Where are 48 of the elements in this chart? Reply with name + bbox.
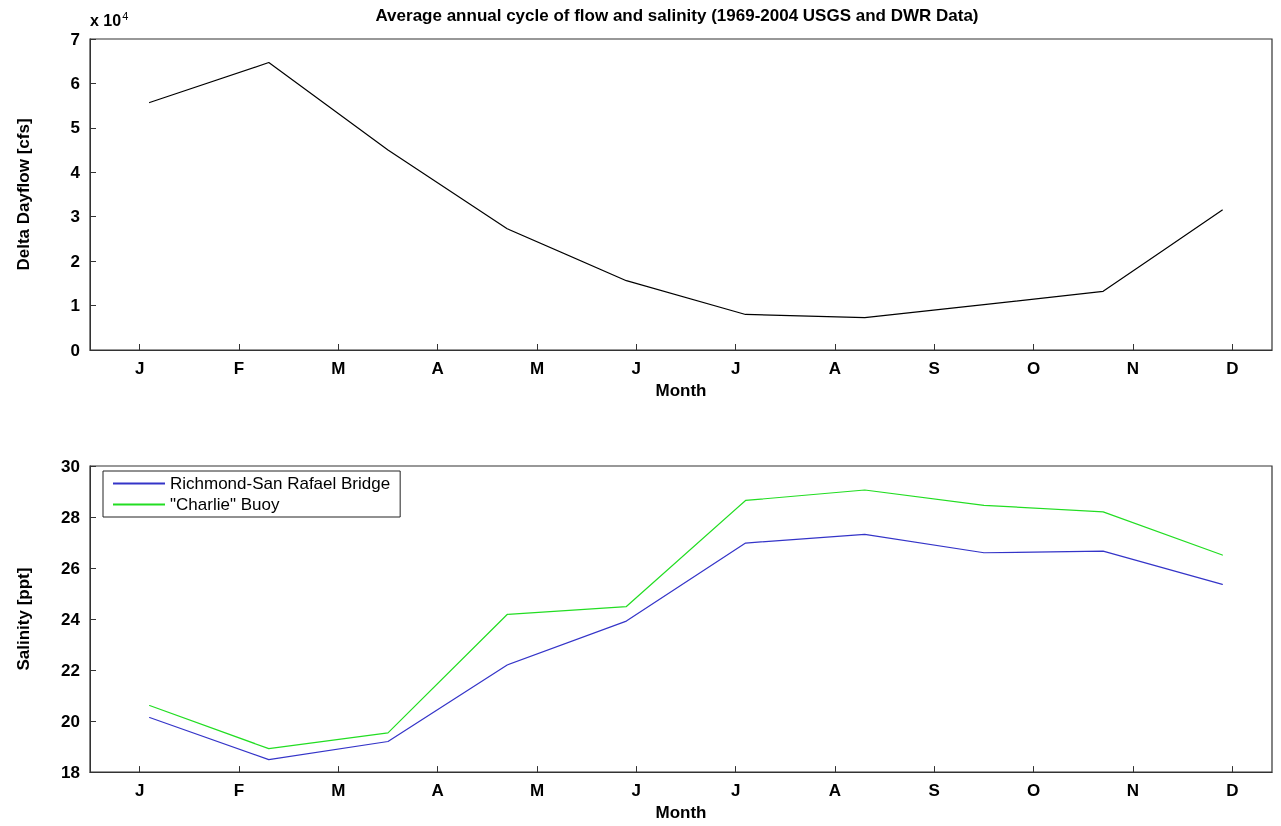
y-tick-label: 30: [61, 456, 80, 476]
x-tick-label: M: [331, 359, 346, 378]
y-tick-label: 22: [61, 660, 80, 680]
x-tick-label: M: [529, 781, 545, 801]
x-tick-label: J: [134, 359, 145, 378]
x-tick-label: M: [331, 781, 346, 801]
y-tick-label: 2: [70, 251, 80, 271]
x-tick-label: J: [134, 781, 145, 801]
x-tick-label: S: [928, 781, 940, 801]
y-tick-label: 26: [61, 558, 80, 578]
y-tick-label: 18: [61, 762, 80, 782]
x-tick-label: F: [233, 781, 245, 801]
x-tick-label: J: [730, 359, 741, 378]
x-tick-label: N: [1126, 781, 1140, 801]
x-tick-label: A: [431, 781, 444, 801]
y-axis-title: Delta Dayflow [cfs]: [14, 118, 33, 271]
x-tick-label: N: [1126, 359, 1140, 378]
x-tick-label: O: [1027, 359, 1041, 378]
x-tick-label: S: [928, 359, 940, 378]
x-tick-label: A: [828, 781, 842, 801]
y-tick-label: 1: [70, 296, 80, 316]
x-tick-label: J: [631, 781, 642, 801]
y-tick-label: 20: [61, 711, 80, 731]
y-tick-label: 24: [61, 609, 81, 629]
y-tick-label: 4: [70, 162, 81, 182]
y-tick-label: 6: [70, 73, 80, 93]
x-tick-label: M: [529, 359, 545, 378]
y-tick-label: 3: [70, 207, 80, 227]
x-tick-label: J: [730, 781, 741, 801]
x-tick-label: A: [431, 359, 444, 378]
x-tick-label: D: [1226, 781, 1239, 801]
y-tick-label: 5: [70, 118, 80, 138]
x-axis-title: Month: [655, 380, 707, 400]
y-tick-label: 0: [70, 340, 80, 360]
x-tick-label: A: [828, 359, 842, 378]
y-tick-label: 28: [61, 507, 80, 527]
x-tick-label: F: [233, 359, 245, 378]
x-tick-label: D: [1226, 359, 1239, 378]
line-series: [149, 61, 1223, 319]
y-axis-title: Salinity [ppt]: [14, 567, 33, 671]
y-tick-label: 7: [70, 29, 80, 49]
x-tick-label: O: [1027, 781, 1041, 801]
legend-label: "Charlie" Buoy: [170, 495, 280, 514]
legend-label: Richmond-San Rafael Bridge: [170, 474, 391, 493]
line-series: [149, 533, 1223, 761]
x-tick-label: J: [631, 359, 642, 378]
chart-title: Average annual cycle of flow and salinity (1969-2004 USGS and DWR Data): [375, 6, 979, 25]
x-axis-title: Month: [655, 803, 707, 822]
